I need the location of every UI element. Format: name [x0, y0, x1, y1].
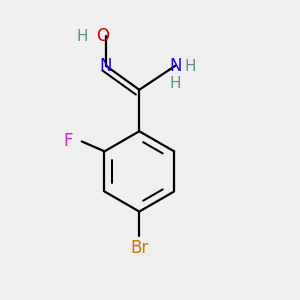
Text: H: H: [77, 29, 88, 44]
Text: N: N: [100, 58, 112, 76]
Text: H: H: [170, 76, 181, 91]
Text: H: H: [185, 59, 197, 74]
Text: F: F: [64, 132, 73, 150]
Text: O: O: [96, 27, 109, 45]
Text: N: N: [169, 58, 182, 76]
Text: Br: Br: [130, 239, 148, 257]
